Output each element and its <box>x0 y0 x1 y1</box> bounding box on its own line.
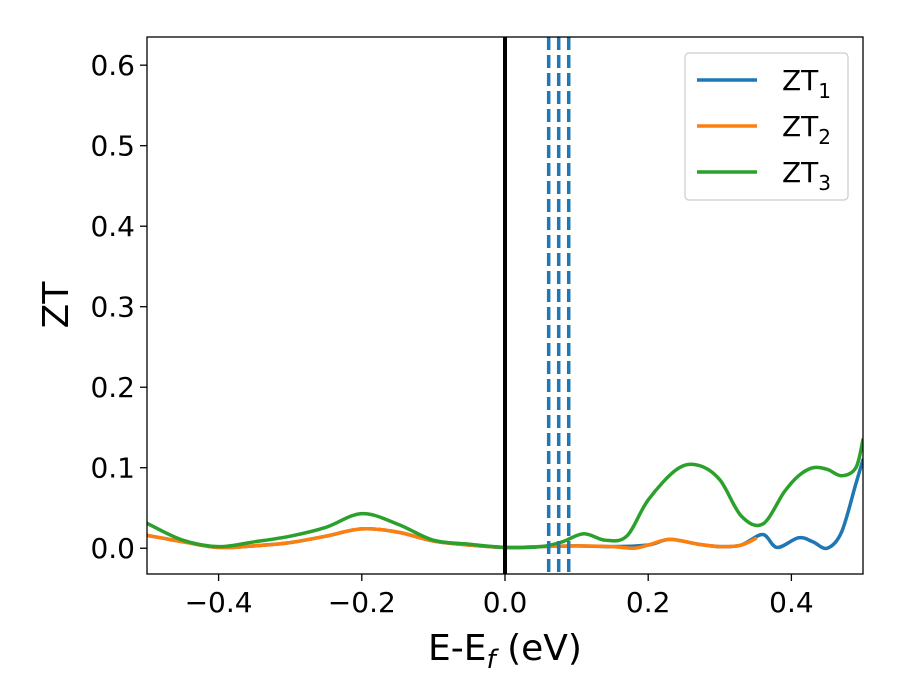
x-tick-label: 0.2 <box>626 586 671 619</box>
x-tick-label: −0.4 <box>185 586 253 619</box>
plot-area <box>147 37 863 574</box>
legend-label-zt1: ZT1 <box>782 64 831 103</box>
y-tick-label: 0.1 <box>90 452 135 485</box>
series-line-zt3 <box>147 437 863 550</box>
x-tick-label: 0.0 <box>483 586 528 619</box>
y-tick-label: 0.0 <box>90 532 135 565</box>
legend: ZT1 ZT2 ZT3 <box>684 52 849 201</box>
legend-label-zt3: ZT3 <box>782 156 831 195</box>
y-tick-label: 0.3 <box>90 291 135 324</box>
tick-marks <box>140 64 793 581</box>
x-tick-label: −0.2 <box>328 586 396 619</box>
legend-box <box>684 52 849 201</box>
y-axis-title: ZT <box>36 281 77 329</box>
x-tick-label: 0.4 <box>769 586 814 619</box>
y-tick-label: 0.6 <box>90 49 135 82</box>
y-tick-label: 0.5 <box>90 130 135 163</box>
legend-label-zt2: ZT2 <box>782 110 831 149</box>
x-axis-title: E-Ef (eV) <box>428 628 582 675</box>
y-tick-label: 0.2 <box>90 371 135 404</box>
y-tick-label: 0.4 <box>90 210 135 243</box>
tick-labels: −0.4 −0.2 0.0 0.2 0.4 0.0 0.1 0.2 0.3 0.4 0.5 0.6 <box>90 49 813 619</box>
